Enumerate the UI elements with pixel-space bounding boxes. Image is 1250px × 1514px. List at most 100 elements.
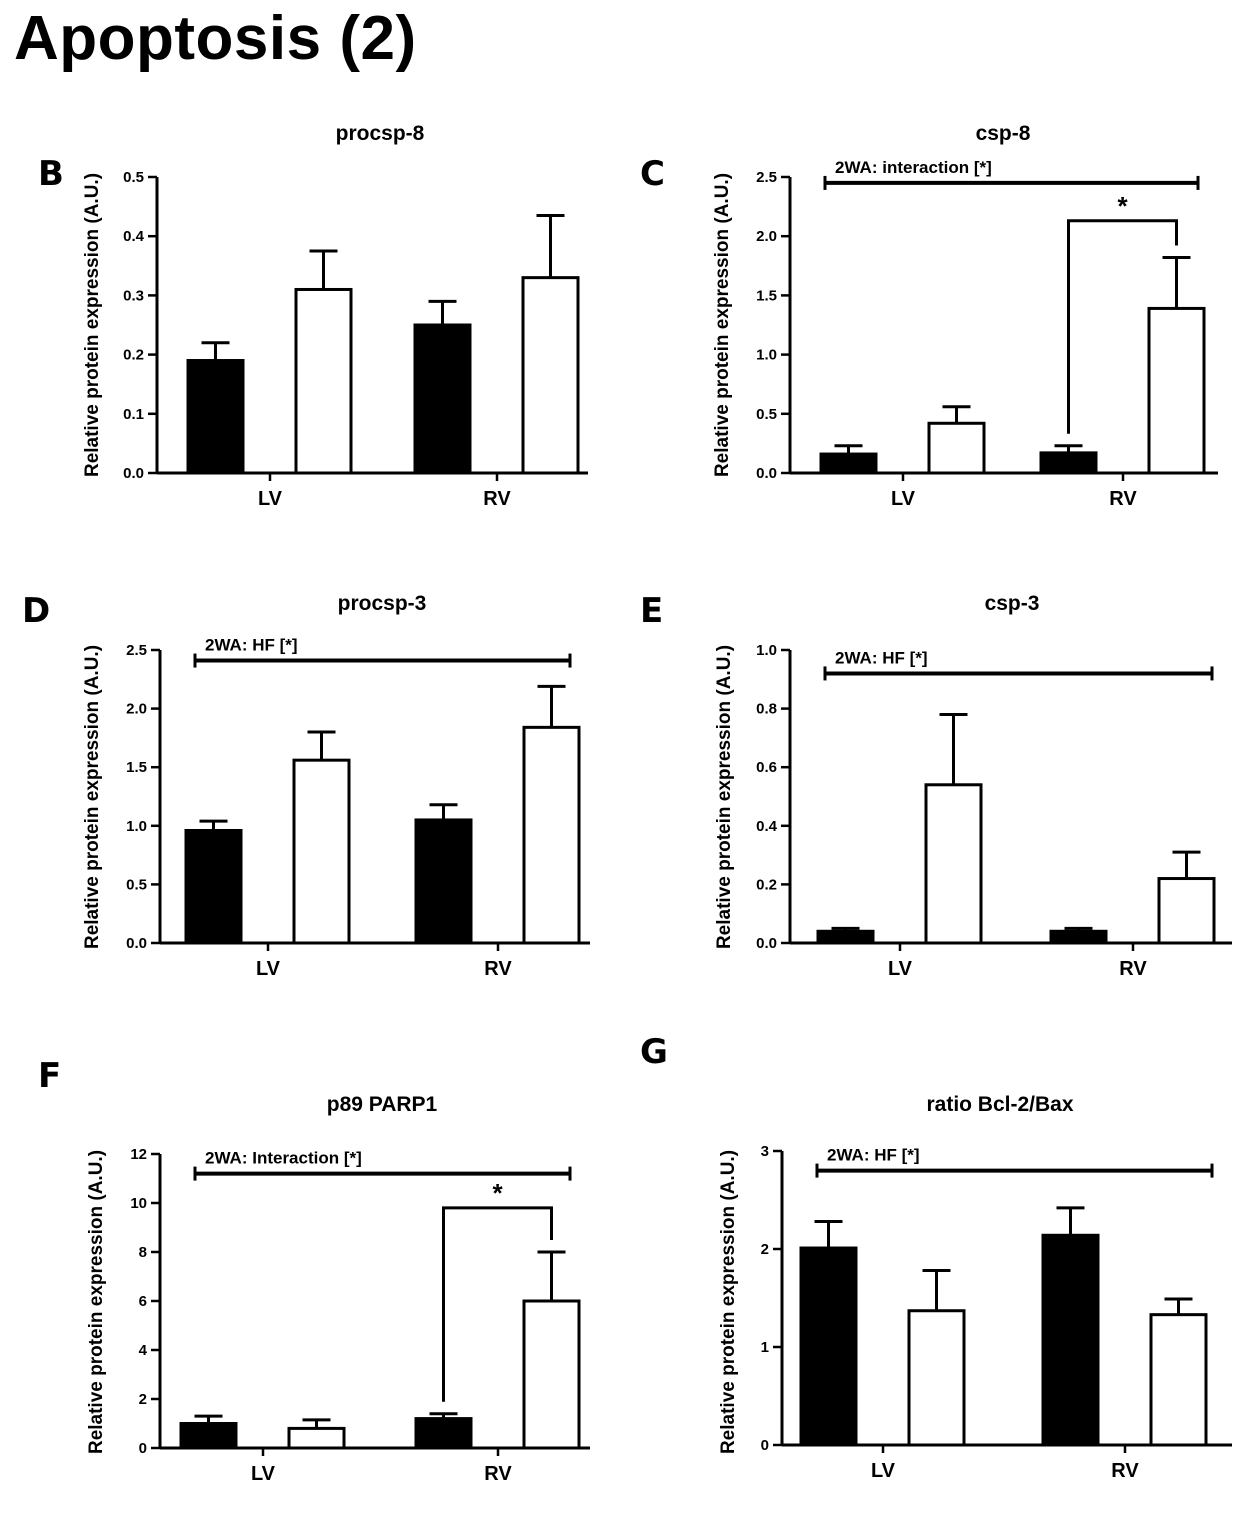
panel-f-significance-bracket-rv xyxy=(442,1206,553,1402)
panel-e-label: E xyxy=(640,591,663,631)
panel-c-category-label-lv: LV xyxy=(891,488,916,510)
panel-e-stat-label: 2WA: HF [*] xyxy=(835,648,928,667)
panel-g-label: G xyxy=(640,1032,668,1072)
panel-f-bar-lv-filled xyxy=(179,1422,238,1450)
panel-f-bar-rv-filled xyxy=(414,1417,473,1450)
panel-d-bar-lv-filled xyxy=(184,828,243,945)
panel-e-y-tick-label: 0.4 xyxy=(756,818,778,835)
panel-g-bar-lv-filled xyxy=(799,1246,858,1447)
panel-c-y-axis-label: Relative protein expression (A.U.) xyxy=(712,173,733,477)
panel-d-category-label-lv: LV xyxy=(256,958,281,980)
panel-d-y-tick-label: 0.0 xyxy=(126,935,147,952)
panel-g-y-axis-label: Relative protein expression (A.U.) xyxy=(718,1150,739,1454)
panel-c-y-tick-label: 0.0 xyxy=(756,465,777,482)
panel-g-category-label-lv: LV xyxy=(871,1460,896,1482)
panel-g-y-tick-label: 3 xyxy=(761,1143,769,1160)
panel-b-bar-rv-filled xyxy=(413,323,472,475)
panel-g-title: ratio Bcl-2/Bax xyxy=(926,1093,1073,1116)
panel-f-y-tick-label: 6 xyxy=(139,1293,147,1310)
panel-e-title: csp-3 xyxy=(985,592,1040,615)
panel-e-bar-lv-open xyxy=(924,783,983,945)
panel-b-category-label-lv: LV xyxy=(258,488,283,510)
panel-f-category-label-rv: RV xyxy=(484,1463,512,1485)
panel-g-y-tick-label: 1 xyxy=(761,1339,769,1356)
panel-c-bar-lv-open xyxy=(927,421,986,475)
panel-e-y-tick-label: 0.0 xyxy=(756,935,777,952)
panel-f-label: F xyxy=(38,1056,61,1096)
panel-c-category-label-rv: RV xyxy=(1109,488,1137,510)
panel-g-category-label-rv: RV xyxy=(1111,1460,1139,1482)
panel-b-y-tick-label: 0.0 xyxy=(123,465,144,482)
panel-c-y-tick-label: 0.5 xyxy=(756,406,777,423)
page-title: Apoptosis (2) xyxy=(14,4,417,73)
panel-e-y-tick-label: 0.8 xyxy=(756,701,777,718)
panel-f-bar-rv-open xyxy=(522,1299,581,1450)
panel-d-y-tick-label: 1.5 xyxy=(126,759,147,776)
panel-f-y-axis-label: Relative protein expression (A.U.) xyxy=(86,1150,107,1454)
panel-b-bar-lv-open xyxy=(294,287,353,475)
panel-f-stat-label: 2WA: Interaction [*] xyxy=(205,1149,362,1168)
panel-g-stat-label: 2WA: HF [*] xyxy=(827,1146,920,1165)
panel-f-y-tick-label: 0 xyxy=(139,1440,147,1457)
panel-d-bar-rv-open xyxy=(522,725,581,945)
panel-d-y-tick-label: 2.5 xyxy=(126,642,147,659)
panel-c-significance-star: * xyxy=(1117,191,1128,221)
panel-g-bar-rv-filled xyxy=(1041,1233,1100,1447)
panel-g-bar-rv-open xyxy=(1149,1313,1208,1447)
panel-e-y-axis-label: Relative protein expression (A.U.) xyxy=(714,645,735,949)
panel-c-bar-rv-filled xyxy=(1039,451,1098,475)
panel-e-category-label-lv: LV xyxy=(888,958,913,980)
panel-e-bar-rv-open xyxy=(1157,877,1216,945)
panel-f-category-label-lv: LV xyxy=(251,1463,276,1485)
panel-b-y-tick-label: 0.2 xyxy=(123,347,144,364)
panel-b-y-axis-label: Relative protein expression (A.U.) xyxy=(82,173,103,477)
panel-d-bar-rv-filled xyxy=(414,818,473,945)
panel-c-stat-label: 2WA: interaction [*] xyxy=(835,158,992,177)
panel-b-y-tick-label: 0.3 xyxy=(123,287,144,304)
panel-f-bar-lv-open xyxy=(287,1426,346,1450)
panel-b-y-tick-label: 0.5 xyxy=(123,169,144,186)
panel-d-y-axis-label: Relative protein expression (A.U.) xyxy=(82,645,103,949)
panel-d-y-tick-label: 2.0 xyxy=(126,701,147,718)
panel-e-bar-rv-filled xyxy=(1049,929,1108,945)
panel-g-y-tick-label: 0 xyxy=(761,1437,769,1454)
panel-f-y-tick-label: 2 xyxy=(139,1391,147,1408)
panel-f-y-tick-label: 10 xyxy=(130,1195,147,1212)
panel-f-title: p89 PARP1 xyxy=(327,1093,438,1116)
panel-d-category-label-rv: RV xyxy=(484,958,512,980)
panel-b-title: procsp-8 xyxy=(336,122,425,145)
panel-b-label: B xyxy=(38,154,64,194)
panel-d-y-tick-label: 1.0 xyxy=(126,818,147,835)
panel-b-bar-rv-open xyxy=(521,276,580,475)
panel-b-y-tick-label: 0.1 xyxy=(123,406,144,423)
panel-f-y-tick-label: 12 xyxy=(130,1146,147,1163)
panel-c-title: csp-8 xyxy=(976,122,1031,145)
panel-e-y-tick-label: 0.2 xyxy=(756,876,777,893)
panel-c-significance-bracket-rv xyxy=(1067,219,1178,434)
panel-d-bar-lv-open xyxy=(292,758,351,945)
panel-b-bar-lv-filled xyxy=(186,359,245,475)
panel-e-category-label-rv: RV xyxy=(1119,958,1147,980)
panel-e-y-tick-label: 1.0 xyxy=(756,642,777,659)
panel-b-category-label-rv: RV xyxy=(483,488,511,510)
panel-g-bar-lv-open xyxy=(907,1309,966,1447)
panel-d-label: D xyxy=(22,591,50,631)
panel-e-y-tick-label: 0.6 xyxy=(756,759,777,776)
panel-f-y-tick-label: 4 xyxy=(139,1342,148,1359)
panel-d-y-tick-label: 0.5 xyxy=(126,876,147,893)
panel-c-label: C xyxy=(640,154,665,194)
panel-c-bar-lv-filled xyxy=(819,452,878,475)
panel-d-title: procsp-3 xyxy=(338,592,427,615)
panel-c-bar-rv-open xyxy=(1147,306,1206,475)
panel-f-y-tick-label: 8 xyxy=(139,1244,147,1261)
panel-g-y-tick-label: 2 xyxy=(761,1241,769,1258)
panel-e-bar-lv-filled xyxy=(816,929,875,945)
panel-c-y-tick-label: 2.0 xyxy=(756,228,777,245)
panel-d-stat-label: 2WA: HF [*] xyxy=(205,636,298,655)
panel-f-significance-star: * xyxy=(492,1178,503,1208)
panel-c-y-tick-label: 2.5 xyxy=(756,169,777,186)
panel-b-y-tick-label: 0.4 xyxy=(123,228,145,245)
panel-c-y-tick-label: 1.0 xyxy=(756,347,777,364)
panel-c-y-tick-label: 1.5 xyxy=(756,287,777,304)
